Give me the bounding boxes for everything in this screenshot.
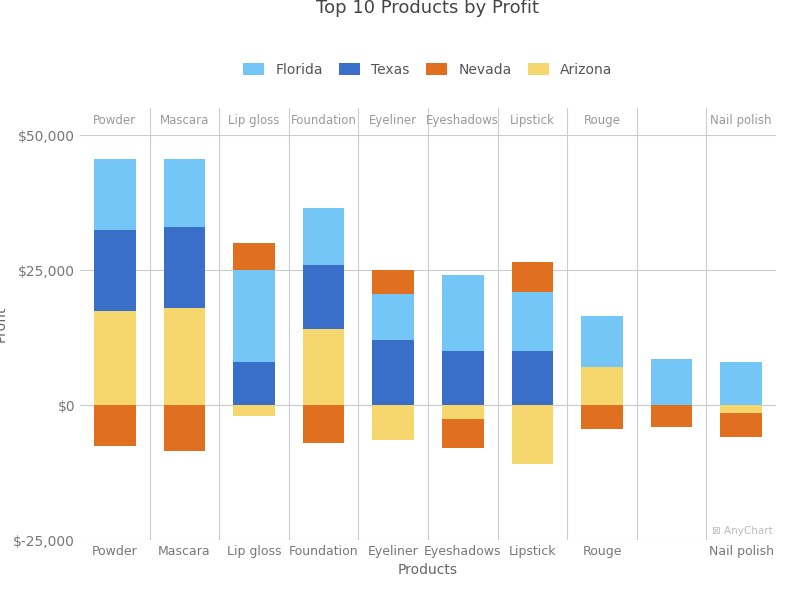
Bar [720,362,762,405]
Bar [511,292,554,351]
Bar [581,316,623,367]
Text: ⊠ AnyChart: ⊠ AnyChart [712,526,773,536]
Bar [581,405,623,430]
Bar [720,413,762,437]
Bar [233,362,275,405]
Bar [302,208,345,265]
Bar [163,405,206,451]
Bar [372,340,414,405]
Text: Lip gloss: Lip gloss [228,114,280,127]
Bar [302,405,345,443]
Bar [442,275,484,351]
Bar [94,311,136,405]
Text: Eyeshadows: Eyeshadows [426,114,499,127]
Bar [94,230,136,311]
Bar [233,270,275,362]
Text: Eyeliner: Eyeliner [369,114,418,127]
Bar [372,405,414,440]
Bar [163,160,206,227]
Bar [442,405,484,419]
X-axis label: Products: Products [398,563,458,577]
Bar [233,243,275,270]
Text: Rouge: Rouge [583,114,621,127]
Bar [720,405,762,413]
Text: Lipstick: Lipstick [510,114,555,127]
Bar [302,265,345,329]
Bar [511,405,554,464]
Bar [233,405,275,416]
Bar [511,351,554,405]
Bar [650,405,693,427]
Text: Foundation: Foundation [290,114,357,127]
Bar [442,419,484,448]
Bar [372,295,414,340]
Y-axis label: Profit: Profit [0,306,8,342]
Text: Powder: Powder [94,114,136,127]
Bar [163,308,206,405]
Bar [442,351,484,405]
Bar [302,329,345,405]
Bar [650,359,693,405]
Bar [372,270,414,295]
Bar [511,262,554,292]
Text: Nail polish: Nail polish [710,114,772,127]
Bar [94,405,136,446]
Bar [163,227,206,308]
Title: Top 10 Products by Profit: Top 10 Products by Profit [317,0,539,17]
Bar [581,367,623,405]
Bar [94,160,136,230]
Text: Mascara: Mascara [160,114,209,127]
Legend: Florida, Texas, Nevada, Arizona: Florida, Texas, Nevada, Arizona [239,59,617,81]
